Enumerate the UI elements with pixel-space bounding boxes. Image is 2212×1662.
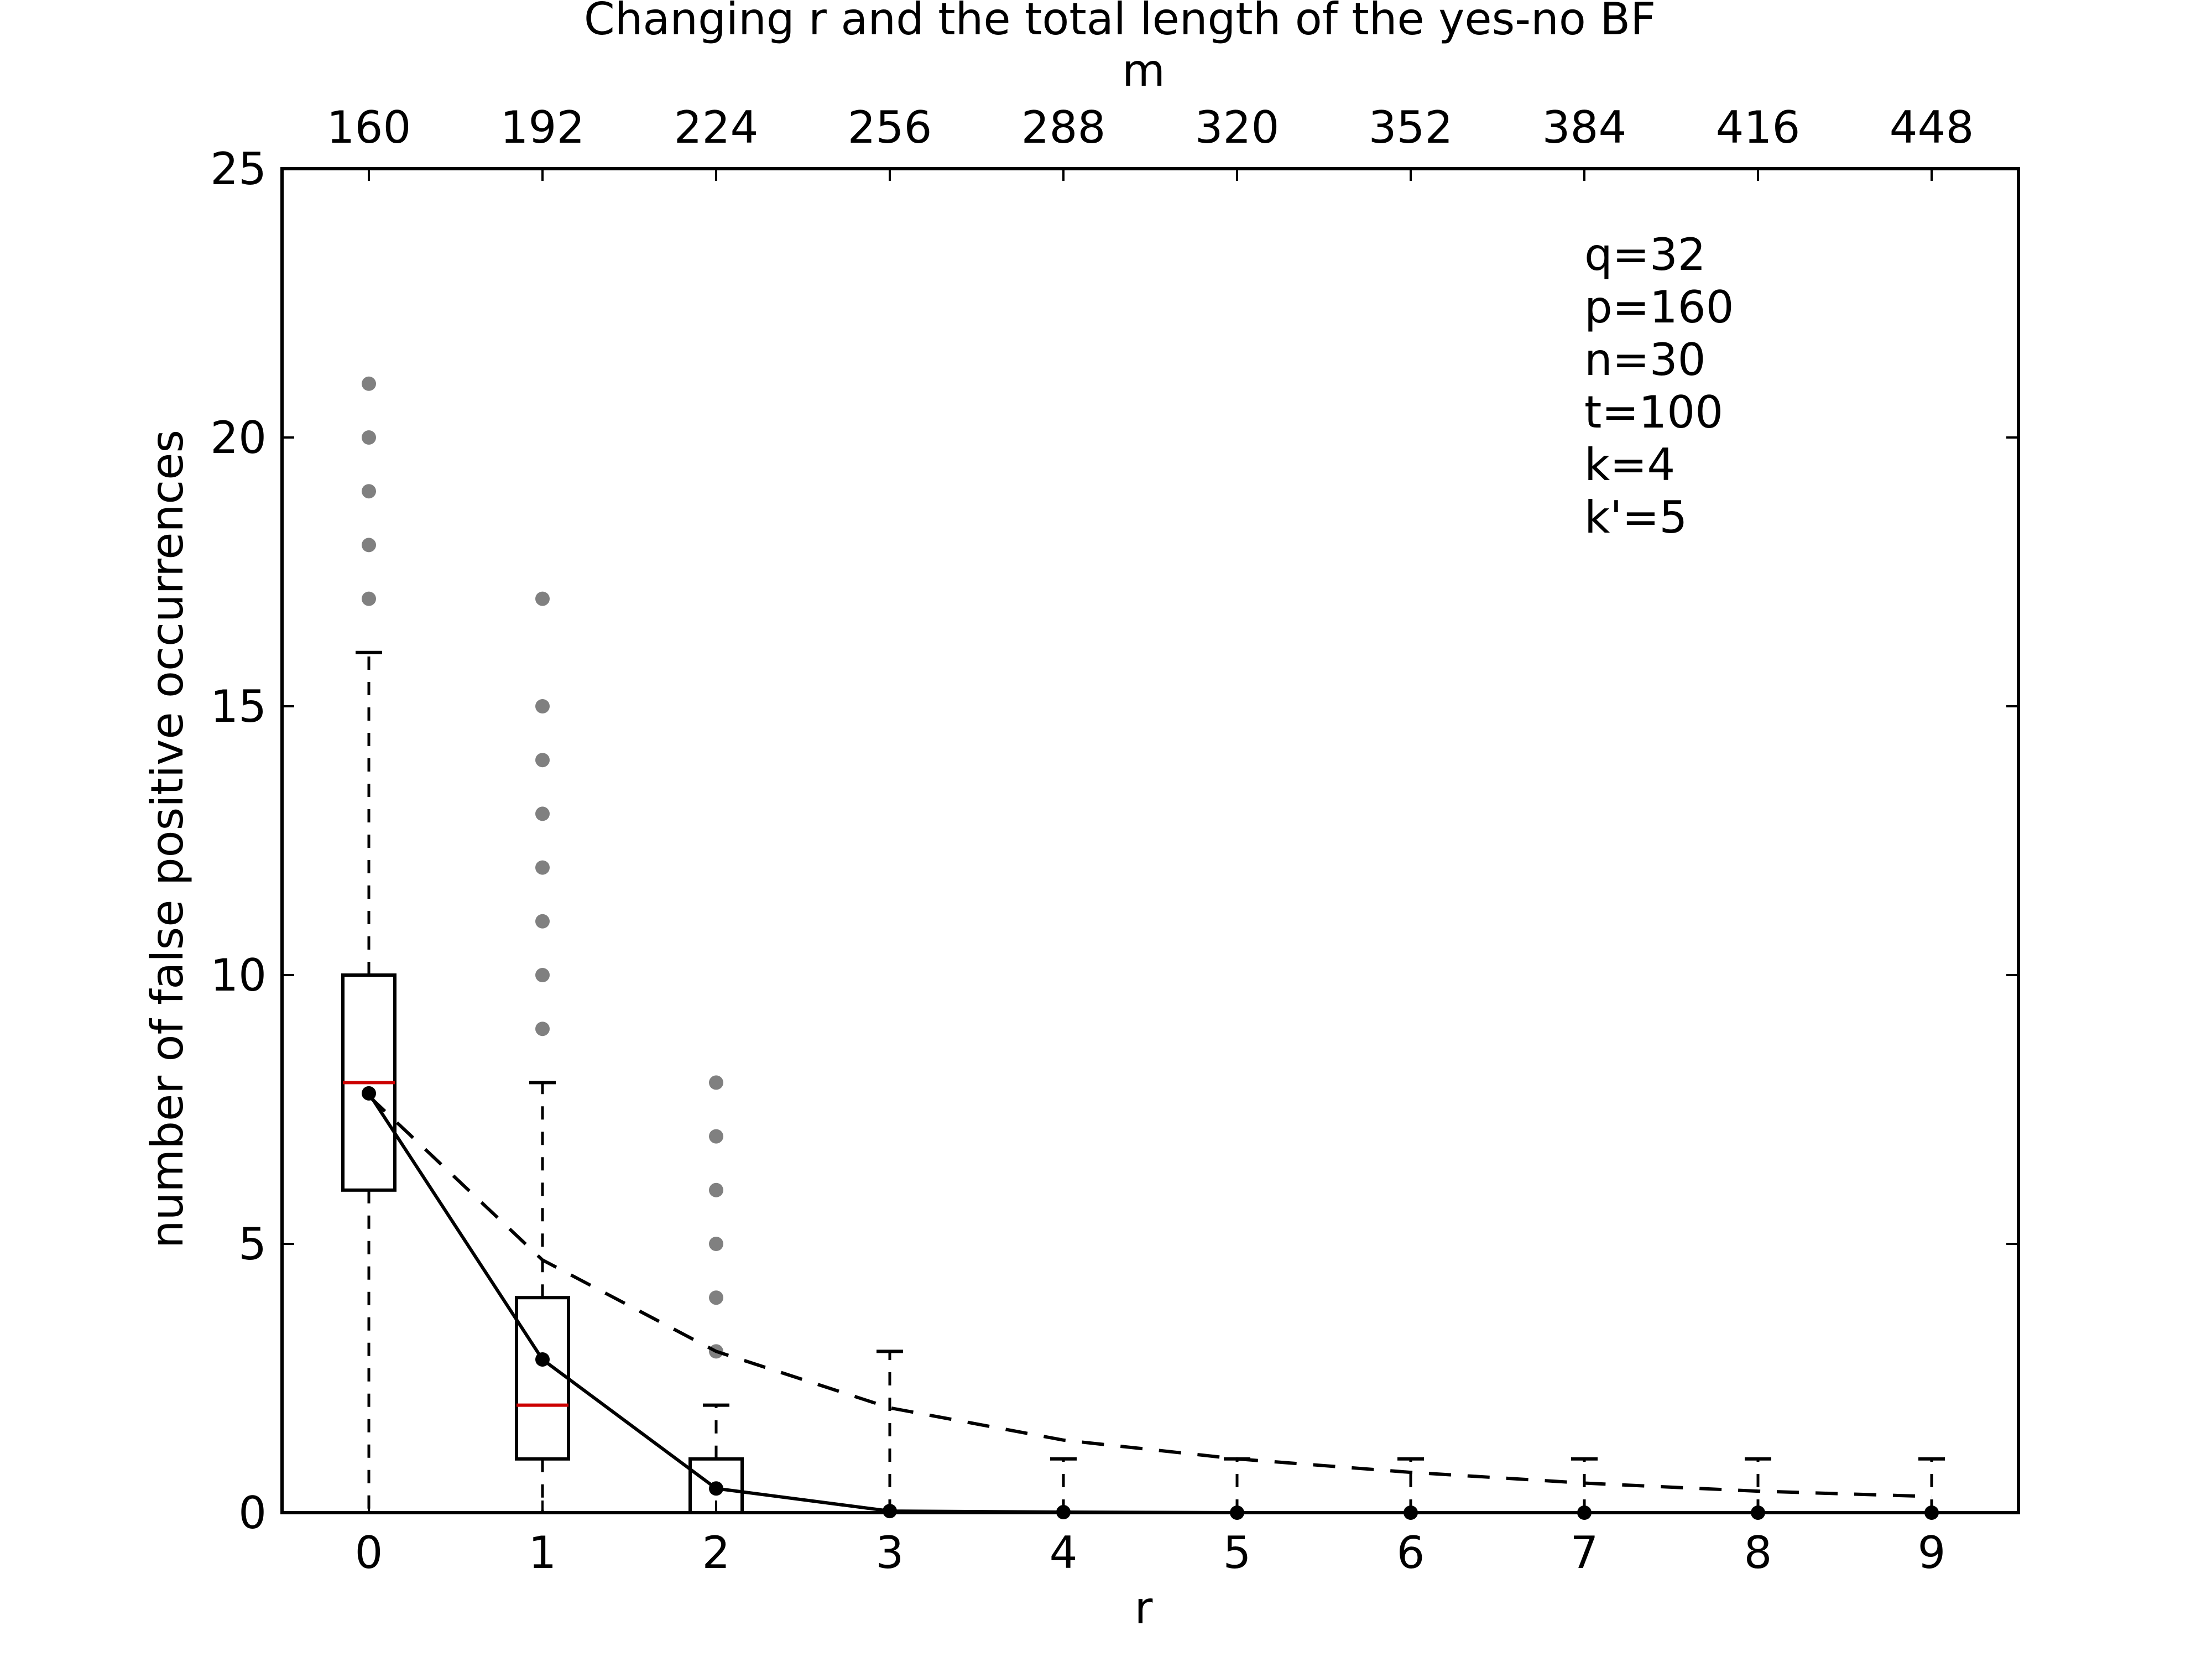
box [515,1296,570,1461]
y-tick-label: 20 [210,412,267,463]
series-point [535,1352,550,1367]
x-tick-label: 0 [355,1527,383,1578]
dashed-series-line [367,1095,1932,1498]
outlier-point [709,1290,723,1305]
y-tick-label: 25 [210,143,267,195]
y-axis-title: number of false positive occurrences [142,430,193,1248]
x-tick-label: 1 [529,1527,557,1578]
outlier-point [709,1075,723,1090]
outlier-point [362,591,376,606]
x2-tick-label: 256 [848,102,932,153]
outlier-point [362,484,376,499]
x-tick-label: 3 [876,1527,904,1578]
x-tick-label: 6 [1397,1527,1425,1578]
x2-tick-label: 224 [674,102,759,153]
outlier-point [362,376,376,391]
box-group [688,1075,744,1515]
outlier-point [709,1237,723,1251]
annotation-line: q=32 [1584,229,1706,280]
x2-tick-label: 160 [327,102,411,153]
annotation-line: p=160 [1584,282,1734,333]
annotation-line: k=4 [1584,439,1675,491]
x2-tick-label: 384 [1542,102,1627,153]
x-tick-label: 4 [1050,1527,1078,1578]
outlier-point [535,591,550,606]
x-tick-label: 2 [702,1527,731,1578]
y-tick-label: 5 [238,1218,267,1270]
outlier-point [535,753,550,768]
solid-series-line [367,1092,1932,1514]
box-group [877,1350,903,1513]
outlier-point [535,968,550,982]
outlier-point [709,1129,723,1144]
x2-tick-label: 448 [1890,102,1974,153]
outlier-point [362,430,376,445]
y-tick-label: 10 [210,950,267,1001]
x2-tick-label: 352 [1369,102,1453,153]
x-tick-label: 5 [1223,1527,1251,1578]
chart-title: Changing r and the total length of the y… [584,0,1656,45]
plot-area: 0 160 1 192 2 224 3 256 4 288 5 320 6 352 7 384 8 416 9 448… [210,102,2020,1578]
y-tick-label: 0 [238,1487,267,1539]
x-tick-label: 9 [1918,1527,1946,1578]
box-group [341,376,397,1513]
x2-tick-label: 320 [1195,102,1280,153]
annotation-line: n=30 [1584,334,1706,385]
series-point [362,1086,376,1101]
top-axis-title: m [1122,45,1165,96]
x-tick-label: 7 [1571,1527,1599,1578]
plot-frame [280,167,2020,1514]
annotation-line: t=100 [1584,387,1723,438]
y-tick-label: 15 [210,681,267,732]
x-axis-title: r [1135,1582,1153,1634]
annotation-line: k'=5 [1584,492,1687,543]
outlier-point [535,860,550,875]
outlier-point [535,699,550,713]
x2-tick-label: 192 [500,102,585,153]
outlier-point [535,1022,550,1036]
outlier-point [535,806,550,821]
outlier-point [535,914,550,929]
x-tick-label: 8 [1744,1527,1772,1578]
x2-tick-label: 288 [1021,102,1106,153]
outlier-point [709,1182,723,1197]
x2-tick-label: 416 [1716,102,1801,153]
series-point [709,1481,723,1496]
box-group [515,591,570,1513]
outlier-point [362,538,376,553]
